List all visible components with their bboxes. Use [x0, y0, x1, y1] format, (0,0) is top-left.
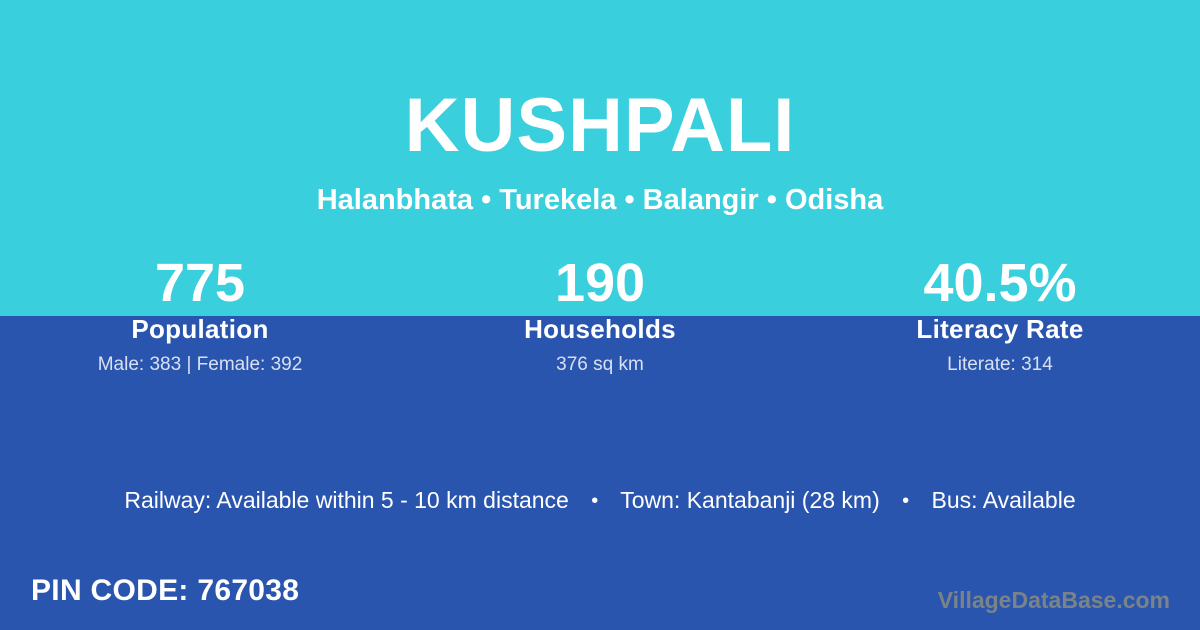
transport-info-bar: Railway: Available within 5 - 10 km dist…	[0, 486, 1200, 515]
railway-info: Railway: Available within 5 - 10 km dist…	[124, 487, 569, 513]
bullet-separator: •	[902, 490, 910, 512]
stat-households: 190 Households 376 sq km	[400, 250, 800, 376]
site-watermark: VillageDataBase.com	[937, 587, 1170, 613]
population-detail: Male: 383 | Female: 392	[97, 354, 303, 375]
stats-row: 775 Population Male: 383 | Female: 392 1…	[0, 250, 1200, 376]
village-name-title: KUSHPALI	[404, 83, 796, 168]
location-breadcrumb: Halanbhata • Turekela • Balangir • Odish…	[316, 184, 884, 216]
population-label: Population	[131, 314, 269, 344]
town-info: Town: Kantabanji (28 km)	[620, 487, 880, 513]
households-value: 190	[554, 253, 646, 313]
bus-info: Bus: Available	[931, 487, 1076, 513]
households-detail: 376 sq km	[556, 354, 644, 375]
households-label: Households	[524, 314, 676, 344]
stat-population: 775 Population Male: 383 | Female: 392	[0, 250, 400, 376]
literacy-label: Literacy Rate	[916, 314, 1084, 344]
bullet-separator: •	[591, 490, 599, 512]
cyan-header-band	[0, 0, 1200, 316]
literacy-value: 40.5%	[923, 253, 1077, 313]
pin-code-text: PIN CODE: 767038	[31, 574, 300, 607]
population-value: 775	[154, 253, 246, 313]
literacy-detail: Literate: 314	[947, 354, 1053, 375]
stat-literacy: 40.5% Literacy Rate Literate: 314	[800, 250, 1200, 376]
